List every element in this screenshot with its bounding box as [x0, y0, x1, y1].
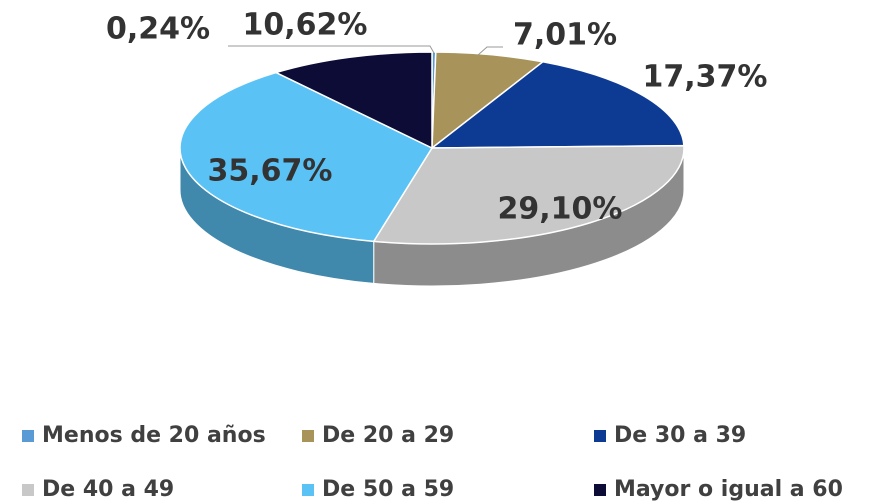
data-label: 0,24% — [106, 12, 210, 47]
legend-label: De 40 a 49 — [42, 477, 174, 502]
legend-swatch — [302, 484, 314, 496]
slice — [372, 144, 685, 245]
data-label: 35,67% — [208, 154, 333, 189]
legend-label: Menos de 20 años — [42, 423, 266, 448]
slice — [431, 51, 545, 150]
leader-line — [228, 45, 435, 54]
data-label: 10,62% — [243, 8, 368, 43]
legend-swatch — [22, 484, 34, 496]
slice — [429, 60, 685, 149]
legend-swatch — [594, 430, 606, 442]
legend-label: De 20 a 29 — [322, 423, 454, 448]
data-label: 7,01% — [513, 18, 617, 53]
legend-label: De 50 a 59 — [322, 477, 454, 502]
data-label: 17,37% — [643, 60, 768, 95]
data-label: 29,10% — [498, 192, 623, 227]
leader-line — [477, 46, 503, 56]
slice — [179, 71, 434, 243]
legend-swatch — [22, 430, 34, 442]
legend-label: De 30 a 39 — [614, 423, 746, 448]
legend-swatch — [594, 484, 606, 496]
slice — [274, 51, 433, 150]
legend-label: Mayor o igual a 60 — [614, 477, 843, 502]
legend-swatch — [302, 430, 314, 442]
